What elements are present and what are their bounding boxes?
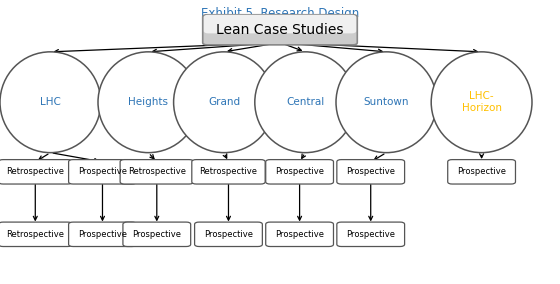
Text: Prospective: Prospective: [275, 230, 324, 239]
Text: Prospective: Prospective: [78, 230, 127, 239]
FancyBboxPatch shape: [120, 160, 194, 184]
Ellipse shape: [431, 52, 532, 153]
Text: Prospective: Prospective: [132, 230, 181, 239]
FancyBboxPatch shape: [266, 160, 334, 184]
Text: Grand: Grand: [208, 97, 240, 107]
Text: Prospective: Prospective: [275, 167, 324, 176]
Text: Retrospective: Retrospective: [199, 167, 258, 176]
FancyBboxPatch shape: [68, 160, 136, 184]
Text: Exhibit 5. Research Design: Exhibit 5. Research Design: [201, 7, 359, 20]
Text: Prospective: Prospective: [204, 230, 253, 239]
Text: Prospective: Prospective: [346, 167, 395, 176]
FancyBboxPatch shape: [337, 160, 404, 184]
FancyBboxPatch shape: [203, 15, 357, 45]
FancyBboxPatch shape: [266, 222, 334, 247]
Text: Heights: Heights: [128, 97, 169, 107]
Text: Prospective: Prospective: [457, 167, 506, 176]
FancyBboxPatch shape: [192, 160, 265, 184]
Text: Retrospective: Retrospective: [6, 230, 64, 239]
Ellipse shape: [255, 52, 356, 153]
FancyBboxPatch shape: [337, 222, 404, 247]
Text: Suntown: Suntown: [363, 97, 409, 107]
FancyBboxPatch shape: [0, 160, 72, 184]
Ellipse shape: [98, 52, 199, 153]
Ellipse shape: [174, 52, 274, 153]
Text: LHC: LHC: [40, 97, 61, 107]
FancyBboxPatch shape: [195, 222, 262, 247]
FancyBboxPatch shape: [68, 222, 136, 247]
Text: Retrospective: Retrospective: [6, 167, 64, 176]
Ellipse shape: [336, 52, 437, 153]
Text: Central: Central: [286, 97, 324, 107]
Text: Prospective: Prospective: [346, 230, 395, 239]
FancyBboxPatch shape: [0, 222, 72, 247]
Text: Prospective: Prospective: [78, 167, 127, 176]
FancyBboxPatch shape: [447, 160, 515, 184]
FancyBboxPatch shape: [123, 222, 190, 247]
FancyBboxPatch shape: [204, 15, 356, 34]
Text: Lean Case Studies: Lean Case Studies: [216, 23, 344, 37]
Text: LHC-
Horizon: LHC- Horizon: [461, 91, 502, 113]
Text: Retrospective: Retrospective: [128, 167, 186, 176]
Ellipse shape: [0, 52, 101, 153]
